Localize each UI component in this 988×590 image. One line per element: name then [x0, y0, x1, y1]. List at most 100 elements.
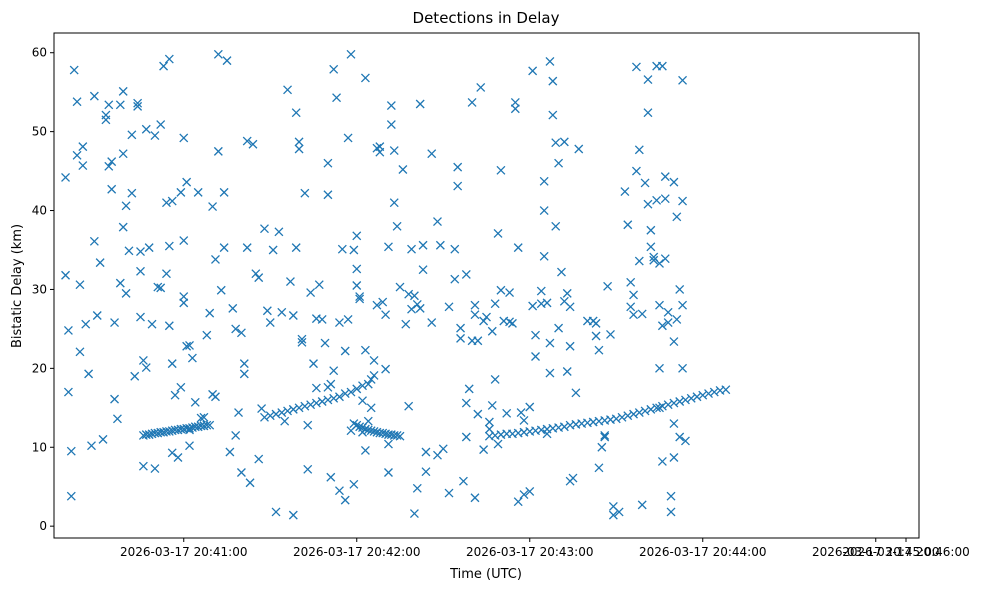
y-tick-label: 20 — [32, 361, 47, 375]
data-point-scattered — [490, 374, 500, 384]
data-point-scattered — [95, 258, 105, 268]
data-point-scattered — [484, 417, 494, 427]
data-point-scattered — [133, 101, 143, 111]
data-point-scattered — [205, 308, 215, 318]
data-point-scattered — [600, 430, 610, 440]
data-point-scattered — [288, 510, 298, 520]
data-point-scattered — [427, 318, 437, 328]
data-point-track-4 — [709, 387, 719, 397]
data-point-scattered — [248, 139, 258, 149]
data-point-scattered — [643, 108, 653, 118]
data-point-track-2 — [294, 403, 304, 413]
data-point-scattered — [412, 483, 422, 493]
data-point-scattered — [409, 509, 419, 518]
data-point-scattered — [340, 346, 350, 356]
data-point-scattered — [63, 326, 73, 335]
data-point-scattered — [675, 432, 685, 442]
data-point-track-4 — [623, 411, 633, 421]
data-point-scattered — [329, 366, 339, 376]
data-point-scattered — [112, 414, 122, 424]
data-point-scattered — [620, 187, 630, 197]
data-point-track-3 — [395, 431, 405, 441]
data-point-scattered — [490, 299, 500, 309]
data-point-scattered — [666, 491, 676, 501]
data-point-scattered — [453, 181, 463, 191]
data-point-scattered — [678, 196, 688, 206]
data-point-scattered — [386, 120, 396, 129]
y-tick-label: 60 — [32, 46, 47, 60]
data-point-scattered — [398, 165, 408, 174]
data-point-scattered — [444, 488, 454, 498]
data-point-scattered — [657, 457, 667, 466]
data-point-scattered — [660, 254, 670, 264]
data-point-track-3 — [363, 425, 373, 435]
data-point-scattered — [98, 434, 108, 444]
data-point-scattered — [594, 463, 604, 473]
data-point-scattered — [418, 240, 428, 250]
data-point-scattered — [603, 281, 613, 291]
data-point-scattered — [655, 258, 664, 268]
data-point-scattered — [89, 236, 99, 246]
data-point-scattered — [159, 61, 169, 71]
data-point-scattered — [231, 430, 241, 440]
data-point-scattered — [291, 108, 301, 118]
data-point-track-4 — [692, 392, 702, 402]
x-tick-label: 2026-03-17 20:43:00 — [466, 545, 593, 559]
data-point-track-4 — [686, 393, 696, 403]
data-point-scattered — [254, 273, 264, 283]
data-point-scattered — [531, 330, 540, 340]
data-point-scattered — [274, 227, 284, 237]
x-tick-label: 2026-03-17 20:45:00 — [812, 545, 939, 559]
y-tick-label: 0 — [39, 519, 47, 533]
data-point-scattered — [384, 439, 393, 449]
data-point-scattered — [104, 161, 114, 171]
data-point-scattered — [346, 426, 356, 436]
data-point-track-4 — [663, 400, 673, 410]
data-point-scattered — [421, 467, 431, 477]
y-axis-ticks: 0 10 20 30 40 50 60 — [32, 46, 54, 533]
data-point-scattered — [101, 115, 111, 125]
data-point-scattered — [384, 468, 393, 477]
data-point-scattered — [369, 356, 379, 365]
data-point-scattered — [631, 166, 641, 176]
data-point-scattered — [525, 402, 535, 412]
data-point-scattered — [450, 244, 460, 254]
data-point-scattered — [107, 184, 117, 194]
data-point-scattered — [487, 326, 497, 336]
data-point-scattered — [66, 446, 76, 456]
data-point-scattered — [271, 507, 281, 517]
data-point-scattered — [257, 404, 267, 414]
data-point-scattered — [144, 243, 154, 253]
data-point-scattered — [461, 432, 471, 442]
data-point-scattered — [164, 321, 174, 331]
data-point-scattered — [115, 100, 125, 110]
data-point-scattered — [574, 144, 584, 154]
data-point-scattered — [657, 321, 667, 331]
data-point-scattered — [505, 288, 515, 298]
data-point-scattered — [150, 464, 160, 474]
data-point-scattered — [375, 142, 385, 152]
data-point-scattered — [141, 363, 151, 373]
data-point-scattered — [242, 243, 252, 253]
data-point-scattered — [389, 198, 399, 208]
data-point-scattered — [110, 394, 120, 404]
data-point-scattered — [678, 300, 688, 310]
data-point-scattered — [372, 300, 382, 310]
data-point-scattered — [484, 424, 494, 434]
data-point-scattered — [646, 225, 656, 235]
data-point-scattered — [352, 231, 362, 241]
data-point-track-2 — [288, 404, 298, 414]
data-point-scattered — [461, 398, 471, 408]
data-point-track-1 — [144, 430, 154, 440]
data-point-scattered — [306, 288, 316, 298]
data-point-scattered — [314, 280, 324, 290]
x-tick-label: 2026-03-17 20:41:00 — [120, 545, 247, 559]
data-point-scattered — [87, 441, 96, 451]
data-point-scattered — [352, 264, 362, 274]
data-point-scattered — [461, 269, 471, 279]
data-point-track-2 — [300, 401, 310, 411]
data-point-scattered — [369, 370, 379, 380]
data-point-scattered — [182, 341, 192, 351]
data-point-scattered — [176, 187, 186, 197]
data-point-scattered — [187, 353, 197, 363]
